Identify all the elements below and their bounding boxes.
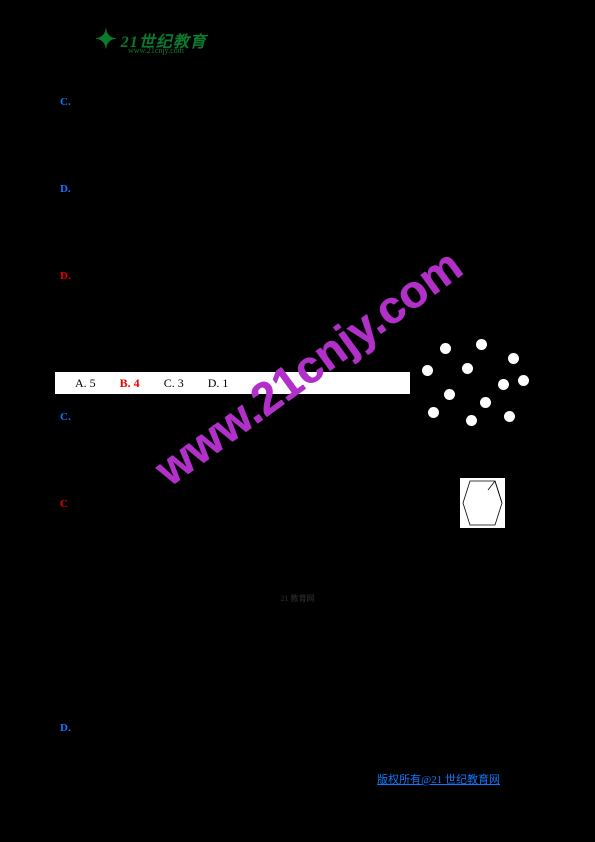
document-page: ✦ 21世纪教育 www.21cnjy.com C. D. D. C. C D.… [0, 0, 595, 842]
option-d: D. 1 [208, 376, 229, 391]
dot-icon [480, 397, 491, 408]
dot-icon [518, 375, 529, 386]
leaf-icon: ✦ [95, 25, 117, 55]
brand-url: www.21cnjy.com [128, 46, 184, 55]
dot-icon [444, 389, 455, 400]
answer-options-bar: A. 5 B. 4 C. 3 D. 1 [55, 372, 410, 394]
dot-icon [440, 343, 451, 354]
answer-marker: C [60, 498, 68, 510]
answer-marker: C. [60, 96, 71, 108]
hexagon-figure [460, 478, 505, 528]
option-c: C. 3 [164, 376, 184, 391]
dot-icon [498, 379, 509, 390]
option-b: B. 4 [120, 376, 140, 391]
dot-icon [422, 365, 433, 376]
answer-marker: C. [60, 411, 71, 423]
center-caption: 21 教育网 [281, 593, 315, 604]
dot-icon [428, 407, 439, 418]
option-a: A. 5 [75, 376, 96, 391]
dots-figure [410, 335, 530, 425]
answer-marker: D. [60, 722, 71, 734]
dot-icon [504, 411, 515, 422]
answer-marker: D. [60, 270, 71, 282]
dot-icon [462, 363, 473, 374]
answer-marker: D. [60, 183, 71, 195]
dot-icon [508, 353, 519, 364]
dot-icon [476, 339, 487, 350]
copyright-footer: 版权所有@21 世纪教育网 [377, 771, 500, 787]
dot-icon [466, 415, 477, 426]
